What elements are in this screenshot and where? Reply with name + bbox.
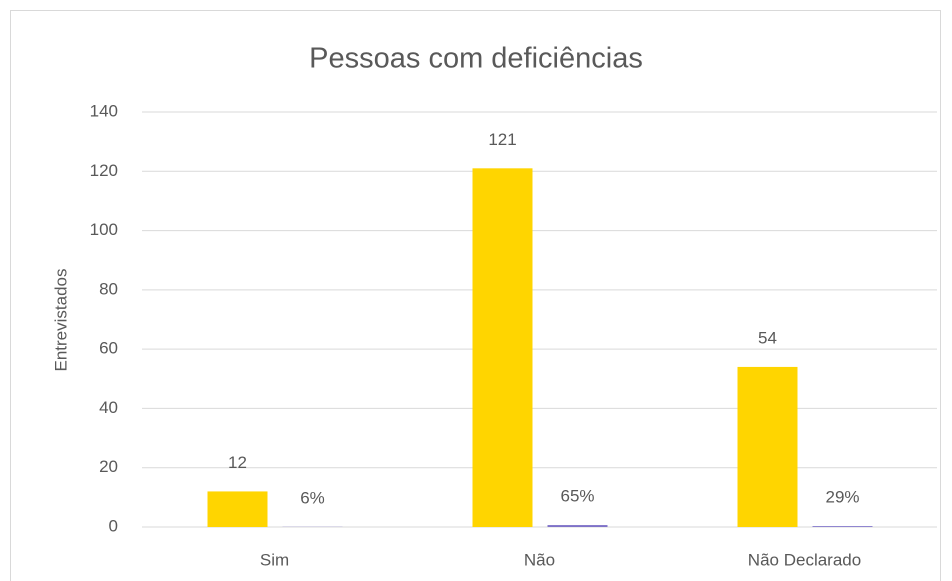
bar [207, 491, 268, 527]
y-tick-label: 80 [99, 279, 118, 298]
y-tick-label: 40 [99, 398, 118, 417]
y-axis-label: Entrevistados [51, 269, 70, 372]
chart-title: Pessoas com deficiências [309, 43, 643, 75]
y-tick-label: 120 [90, 161, 118, 180]
y-tick-label: 140 [90, 101, 118, 120]
bar [812, 526, 873, 527]
bar [737, 366, 798, 527]
bar [472, 168, 533, 528]
y-tick-label: 0 [109, 516, 118, 535]
x-tick-label: Não Declarado [748, 550, 861, 569]
data-label: 29% [825, 488, 859, 507]
y-tick-label: 60 [99, 339, 118, 358]
bar [547, 525, 608, 527]
x-tick-label: Sim [260, 550, 289, 569]
data-label: 65% [560, 487, 594, 506]
x-tick-label: Não [524, 550, 555, 569]
data-label: 121 [488, 130, 516, 149]
y-tick-label: 20 [99, 457, 118, 476]
y-tick-label: 100 [90, 220, 118, 239]
data-label: 12 [228, 453, 247, 472]
data-label: 6% [300, 488, 325, 507]
data-label: 54 [758, 328, 777, 347]
